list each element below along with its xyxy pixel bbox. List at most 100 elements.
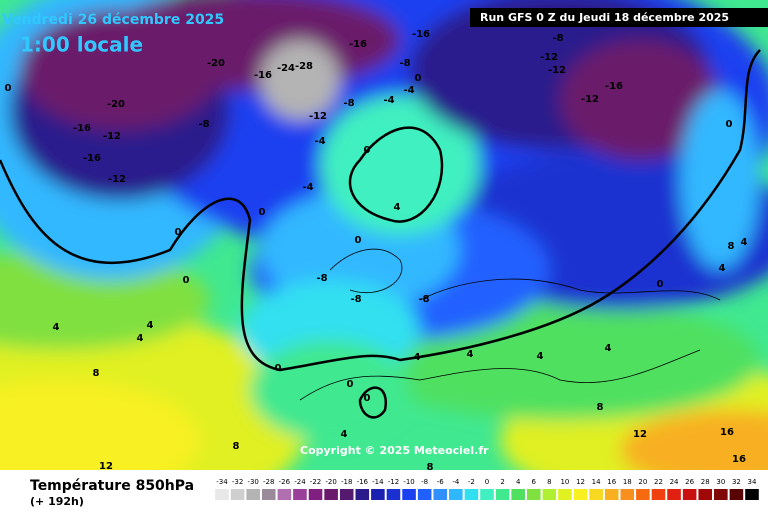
scale-swatch bbox=[745, 489, 759, 500]
contour-labels: -20-16-12-16-12-20-16-24 -28-12-8 -4-80-4-… bbox=[5, 29, 748, 473]
contour-label: -8 bbox=[418, 294, 429, 305]
scale-label: 18 bbox=[623, 478, 632, 486]
scale-label: 34 bbox=[748, 478, 757, 486]
scale-swatch bbox=[589, 489, 603, 500]
date-label: Vendredi 26 décembre 2025 bbox=[2, 12, 224, 28]
run-box bbox=[470, 8, 768, 27]
zero-isotherm bbox=[0, 49, 761, 419]
scale-label: -26 bbox=[279, 478, 291, 486]
contour-label: 0 bbox=[364, 145, 371, 156]
contour-label: 8 bbox=[93, 368, 100, 379]
scale-swatch bbox=[729, 489, 744, 500]
scale-label: 10 bbox=[560, 478, 569, 486]
scale-label: 22 bbox=[654, 478, 663, 486]
scale-swatch bbox=[714, 489, 728, 500]
scale-swatch bbox=[667, 489, 681, 500]
contour-label: 16 bbox=[720, 427, 734, 438]
scale-label: 20 bbox=[638, 478, 647, 486]
scale-label: -4 bbox=[452, 478, 460, 486]
scale-swatch bbox=[402, 489, 416, 500]
contour-label: 0 bbox=[275, 363, 282, 374]
run-label: Run GFS 0 Z du Jeudi 18 décembre 2025 bbox=[480, 11, 729, 24]
contour-label: 0 bbox=[183, 275, 190, 286]
scale-label: 24 bbox=[670, 478, 679, 486]
contour-label: 4 bbox=[537, 351, 544, 362]
scale-swatch bbox=[261, 489, 276, 500]
contour-label: -12 bbox=[540, 52, 558, 63]
scale-swatch bbox=[526, 489, 541, 500]
scale-label: -2 bbox=[468, 478, 475, 486]
contour-label: -8 bbox=[552, 33, 563, 44]
contour-label: -16 bbox=[254, 70, 272, 81]
scale-swatch bbox=[558, 489, 572, 500]
scale-swatch bbox=[495, 489, 510, 500]
scale-swatch bbox=[636, 489, 650, 500]
scale-swatch bbox=[246, 489, 260, 500]
scale-label: -16 bbox=[357, 478, 369, 486]
contour-label: 0 bbox=[415, 73, 422, 84]
scale-label: -20 bbox=[325, 478, 336, 486]
scale-label: 16 bbox=[607, 478, 616, 486]
contour-label: -12 bbox=[309, 111, 327, 122]
scale-swatch bbox=[339, 489, 354, 500]
scale-swatch bbox=[215, 489, 229, 500]
contour-label: 8 bbox=[427, 462, 434, 473]
scale-label: -14 bbox=[372, 478, 384, 486]
contour-label: 4 bbox=[467, 349, 474, 360]
contour-label: 16 bbox=[732, 454, 746, 465]
scale-swatch bbox=[620, 489, 635, 500]
scale-swatch bbox=[651, 489, 666, 500]
contour-label: -16 bbox=[73, 123, 91, 134]
scale-label: -10 bbox=[403, 478, 414, 486]
scale-label: -24 bbox=[294, 478, 306, 486]
contour-label: 4 bbox=[147, 320, 154, 331]
lead-time: (+ 192h) bbox=[30, 495, 84, 508]
scale-swatch bbox=[542, 489, 557, 500]
contour-label: -16 bbox=[349, 39, 367, 50]
contour-label: 4 bbox=[719, 263, 726, 274]
scale-swatch bbox=[449, 489, 463, 500]
scale-label: -28 bbox=[263, 478, 274, 486]
contour-label: 8 bbox=[597, 402, 604, 413]
contour-label: -8 bbox=[399, 58, 410, 69]
scale-label: -12 bbox=[388, 478, 399, 486]
contour-label: 0 bbox=[347, 379, 354, 390]
contour-label: 0 bbox=[726, 119, 733, 130]
scale-swatch bbox=[371, 489, 385, 500]
scale-label: -8 bbox=[421, 478, 428, 486]
contour-label: 0 bbox=[364, 393, 371, 404]
scale-swatch bbox=[464, 489, 479, 500]
contour-label: -4 bbox=[403, 85, 414, 96]
variable-title: Température 850hPa bbox=[30, 478, 194, 494]
contour-label: 12 bbox=[633, 429, 647, 440]
contour-label: -20 bbox=[207, 58, 225, 69]
contour-label: -4 bbox=[302, 182, 313, 193]
contour-label: -4 bbox=[314, 136, 325, 147]
contour-label: 4 bbox=[341, 429, 348, 440]
scale-label: 26 bbox=[685, 478, 694, 486]
scale-label: -34 bbox=[216, 478, 228, 486]
contour-label: -8 bbox=[316, 273, 327, 284]
scale-swatch bbox=[355, 489, 370, 500]
contour-label: -8 bbox=[343, 98, 354, 109]
scale-label: 32 bbox=[732, 478, 741, 486]
scale-label: -22 bbox=[310, 478, 321, 486]
contour-label: 0 bbox=[657, 279, 664, 290]
scale-swatch bbox=[277, 489, 292, 500]
contour-label: 4 bbox=[605, 343, 612, 354]
contour-label: -16 bbox=[83, 153, 101, 164]
scale-swatch bbox=[698, 489, 713, 500]
scale-swatch bbox=[480, 489, 494, 500]
contour-label: 0 bbox=[5, 83, 12, 94]
scale-label: -30 bbox=[247, 478, 258, 486]
scale-label: 30 bbox=[716, 478, 725, 486]
color-scale: -34 -32 -30 -28 -26 -24 -22 -20 -18 -16 -14 -12 -10-… bbox=[215, 478, 759, 500]
contour-label: 0 bbox=[259, 207, 266, 218]
scale-swatch bbox=[573, 489, 588, 500]
scale-label: 6 bbox=[532, 478, 537, 486]
scale-swatch bbox=[511, 489, 525, 500]
scale-label: 4 bbox=[516, 478, 521, 486]
contour-label: 4 bbox=[414, 352, 421, 363]
